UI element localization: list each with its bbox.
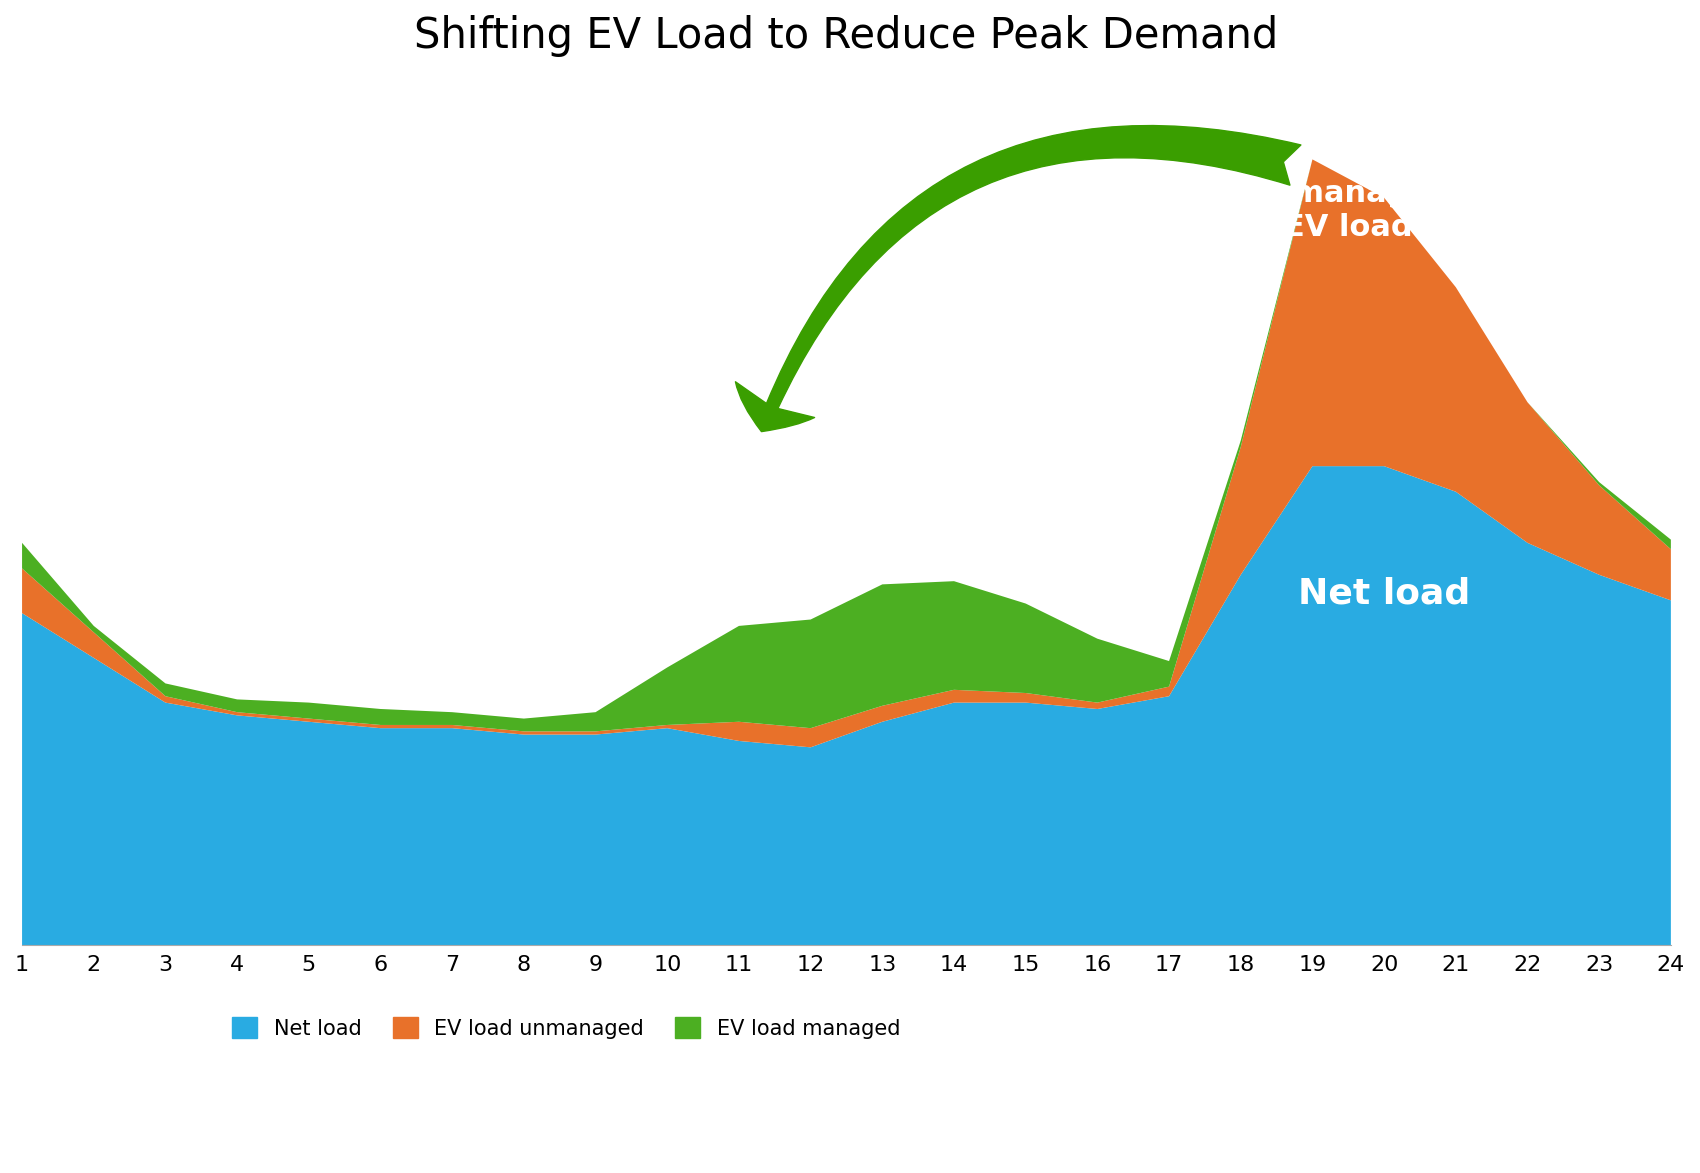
Text: Managed EV load: Managed EV load (384, 494, 736, 528)
Legend: Net load, EV load unmanaged, EV load managed: Net load, EV load unmanaged, EV load man… (224, 1009, 910, 1047)
FancyArrowPatch shape (736, 126, 1300, 432)
Text: Unmanaged
EV load: Unmanaged EV load (1246, 179, 1450, 242)
Text: Net load: Net load (1299, 577, 1470, 611)
Title: Shifting EV Load to Reduce Peak Demand: Shifting EV Load to Reduce Peak Demand (415, 15, 1278, 57)
